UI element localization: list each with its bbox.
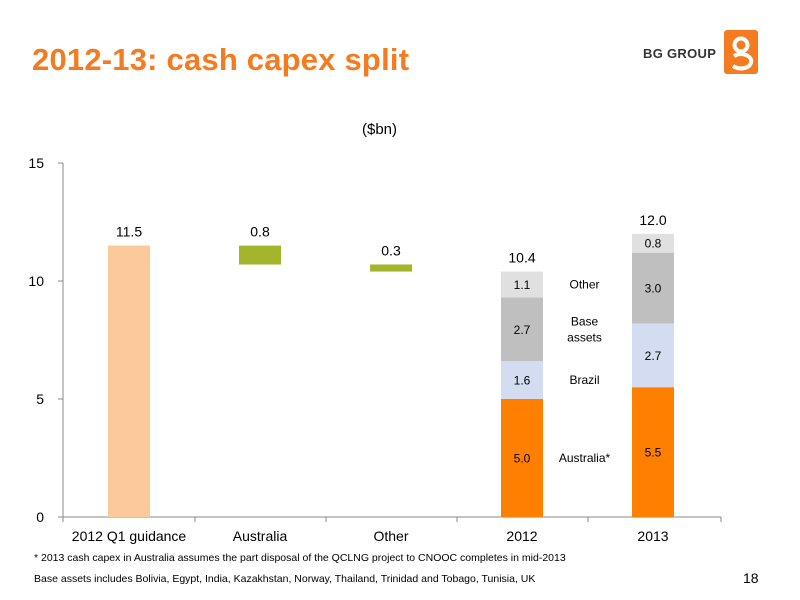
segment-value-label: 5.5 [645, 446, 662, 460]
total-label: 10.4 [508, 250, 535, 266]
bg-logo-icon [724, 30, 758, 74]
footnote-base-assets: Base assets includes Bolivia, Egypt, Ind… [34, 573, 536, 585]
segment-value-label: 1.1 [514, 278, 531, 292]
y-tick-label: 5 [36, 391, 44, 407]
segment-value-label: 2.7 [514, 323, 531, 337]
stacked-segment [632, 252, 674, 324]
x-tick-label: Australia [233, 528, 288, 544]
segment-value-label: 1.6 [514, 374, 531, 388]
waterfall-bar [239, 245, 281, 265]
y-tick-label: 10 [28, 273, 44, 289]
stacked-segment [632, 387, 674, 517]
x-tick-label: Other [373, 528, 408, 544]
segment-name-label: Brazil [569, 373, 599, 387]
stacked-segment [501, 297, 543, 362]
stacked-segment [501, 271, 543, 298]
stacked-segment [501, 361, 543, 399]
brand-name: BG GROUP [643, 46, 717, 61]
segment-name-label: assets [567, 330, 602, 344]
data-label: 0.8 [250, 224, 270, 240]
data-label: 11.5 [116, 224, 142, 240]
footnote-australia: * 2013 cash capex in Australia assumes t… [34, 552, 566, 564]
x-tick-label: 2013 [637, 528, 668, 544]
total-label: 12.0 [639, 212, 666, 228]
stacked-segment [501, 399, 543, 517]
data-label: 0.3 [381, 242, 401, 258]
segment-value-label: 3.0 [645, 282, 662, 296]
segment-value-label: 2.7 [645, 349, 662, 363]
unit-label: ($bn) [362, 121, 398, 138]
slide-title: 2012-13: cash capex split [32, 42, 410, 77]
x-tick-label: 2012 Q1 guidance [72, 528, 187, 544]
stacked-segment [632, 233, 674, 253]
waterfall-bar [370, 264, 412, 272]
y-tick-label: 15 [28, 155, 44, 171]
waterfall-bar [108, 245, 150, 517]
segment-value-label: 5.0 [514, 452, 531, 466]
x-tick-label: 2012 [506, 528, 537, 544]
y-tick-label: 0 [36, 509, 44, 525]
segment-name-label: Australia* [559, 451, 611, 465]
segment-value-label: 0.8 [645, 237, 662, 251]
stacked-segment [632, 323, 674, 388]
page-number: 18 [743, 570, 759, 586]
segment-name-label: Other [569, 278, 599, 292]
segment-name-label: Base [571, 314, 599, 328]
